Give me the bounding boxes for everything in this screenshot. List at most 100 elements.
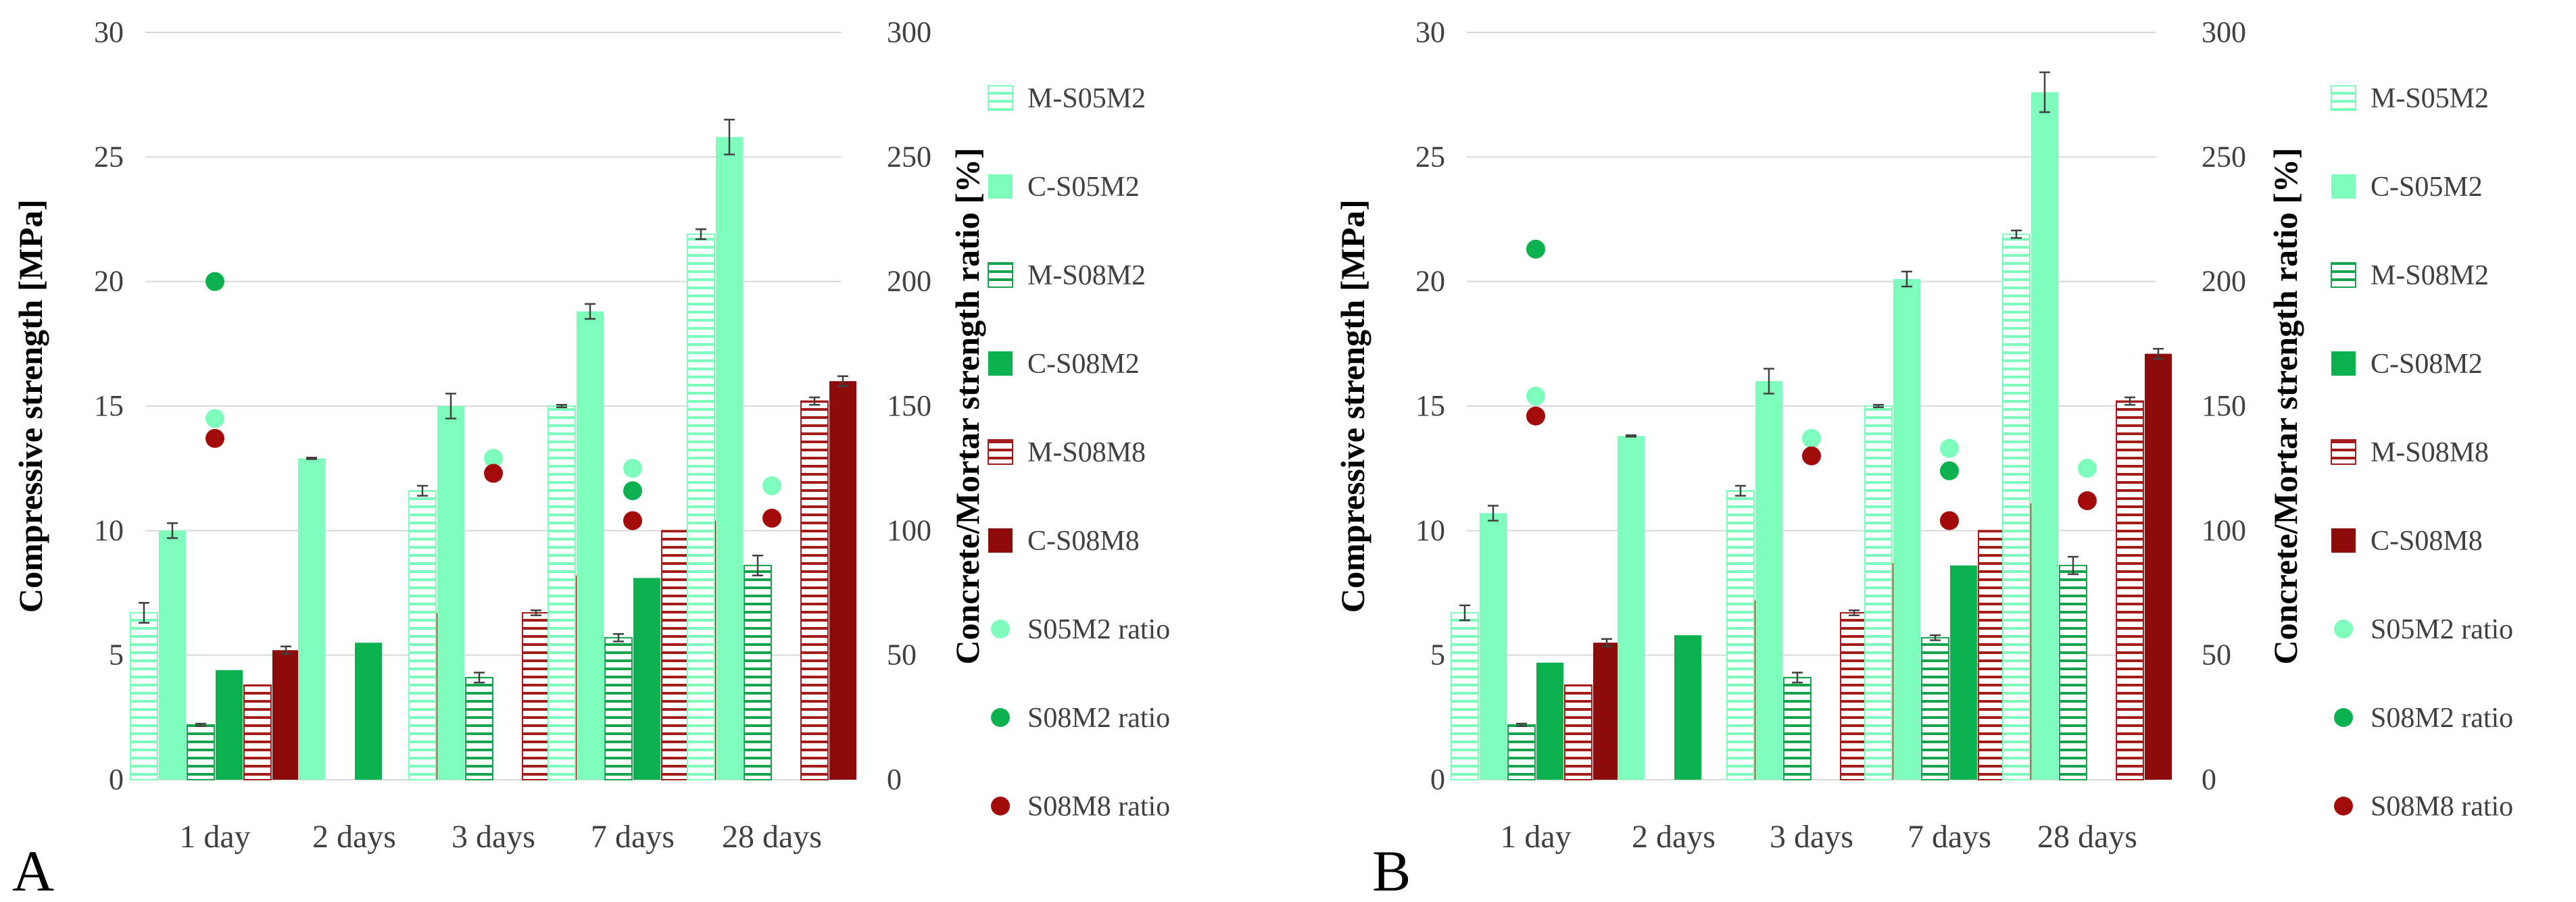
x-tick-label: 2 days [1632,819,1716,855]
error-bar [1849,609,1860,616]
bar-c-s05m2-7-days [577,311,604,780]
y2-tick-label: 300 [887,16,931,49]
y2-tick-label: 50 [2202,638,2231,672]
y-tick-label: 5 [109,638,124,672]
legend-item-c-s08m8: C-S08M8 [2331,526,2483,557]
y-tick-label: 0 [109,763,124,796]
legend-label: S08M2 ratio [2371,703,2513,734]
ratio-point-s08m8-ratio-1-day [205,428,224,448]
bar-c-s05m2-28-days [716,136,743,780]
x-tick-label: 1 day [1500,819,1571,855]
bar-m-s08m2-28-days [2059,564,2087,780]
legend-item-s08m8-ratio: S08M8 ratio [991,791,1170,822]
ratio-point-s05m2-ratio-1-day [205,409,224,428]
bar-c-s08m8-1-day [272,650,299,780]
legend-label: M-S08M8 [1027,437,1146,468]
bar-m-s08m8-7-days [1978,530,2006,780]
error-bar [1873,403,1884,409]
legend-label: M-S08M2 [2371,260,2489,291]
bar-c-s05m2-7-days [1893,278,1920,780]
legend-swatch [988,85,1013,111]
x-tick-label: 3 days [1770,819,1853,855]
error-bar [1792,672,1803,684]
legend-label: S08M8 ratio [2371,791,2513,822]
legend-label: M-S05M2 [1027,83,1146,114]
chart-panel-a: 051015202530050100150200250300Compressiv… [11,16,1170,855]
y2-tick-label: 250 [887,140,931,173]
legend-label: S08M2 ratio [1027,703,1170,734]
bar-c-s08m2-1-day [1536,662,1563,780]
y-tick-label: 30 [94,16,124,49]
error-bar [724,118,735,155]
y2-tick-label: 100 [887,513,931,547]
y-tick-label: 10 [94,513,124,547]
bar-m-s08m8-28-days [800,400,829,780]
bar-m-s08m2-28-days [744,564,772,780]
bar-m-s05m2-1-day [1451,611,1479,781]
y2-tick-label: 0 [887,763,902,796]
legend-item-c-s05m2: C-S05M2 [988,172,1140,203]
y-axis-title: Compressive strength [MPa] [11,199,49,613]
ratio-point-s08m8-ratio-1-day [1526,406,1545,426]
ratio-point-s08m8-ratio-3-days [1802,446,1821,466]
legend-swatch [2331,528,2356,553]
legend-swatch [2331,85,2356,111]
bar-m-s08m2-7-days [604,636,633,780]
error-bar [2068,555,2079,576]
error-bar [556,403,567,409]
ratio-point-s08m8-ratio-28-days [2078,491,2097,511]
legend-swatch [988,351,1013,376]
y2-tick-label: 150 [887,389,931,422]
bar-m-s05m2-3-days [408,490,437,780]
bar-c-s08m2-7-days [633,578,660,780]
error-bar [1930,634,1941,641]
legend-item-m-s05m2: M-S05M2 [988,83,1146,114]
bar-c-s05m2-2-days [1618,436,1645,780]
bar-m-s08m8-7-days [661,530,689,780]
bar-m-s08m2-1-day [187,724,215,780]
bar-c-s08m8-28-days [2145,353,2172,780]
y2-tick-label: 300 [2202,16,2246,49]
legend-item-m-s08m8: M-S08M8 [988,437,1146,468]
legend-swatch [2331,174,2356,199]
legend-item-m-s05m2: M-S05M2 [2331,83,2489,114]
error-bar [167,522,178,539]
bar-m-s08m8-3-days [522,611,550,781]
panel-label-b: B [1372,838,1411,902]
error-bar [195,722,206,727]
bar-m-s08m8-3-days [1840,611,1868,781]
bar-c-s05m2-1-day [1480,513,1507,780]
x-tick-label: 28 days [722,819,822,855]
legend-swatch [988,528,1013,553]
bar-c-s05m2-2-days [298,458,325,780]
legend-label: S05M2 ratio [1027,614,1170,645]
bar-m-s08m8-1-day [1564,684,1593,781]
ratio-point-s08m2-ratio-7-days [1940,461,1959,480]
error-bar [837,375,848,387]
y-tick-label: 0 [1430,763,1445,796]
x-tick-label: 7 days [591,819,675,855]
y-tick-label: 25 [94,140,124,173]
ratio-point-s08m8-ratio-28-days [762,508,781,528]
x-tick-label: 7 days [1907,819,1991,855]
bar-c-s08m2-2-days [1674,635,1701,780]
bar-c-s08m8-1-day [1593,643,1620,780]
error-bar [696,228,706,241]
error-bar [1601,638,1612,648]
bar-m-s05m2-7-days [1864,405,1893,780]
bar-m-s08m2-3-days [1783,676,1812,781]
bar-m-s08m8-1-day [243,684,272,781]
error-bar [1901,270,1912,288]
y2-tick-label: 200 [2202,265,2246,298]
y2-tick-label: 100 [2202,513,2246,547]
legend-label: S05M2 ratio [2371,614,2513,645]
y2-tick-label: 150 [2202,389,2246,422]
bar-c-s08m2-1-day [216,670,243,780]
error-bar [1626,434,1636,438]
panel-label-a: A [12,838,54,902]
legend-label: M-S08M2 [1027,260,1146,291]
bar-m-s08m8-28-days [2116,400,2144,780]
legend-marker [2334,797,2353,816]
error-bar [1764,368,1774,395]
